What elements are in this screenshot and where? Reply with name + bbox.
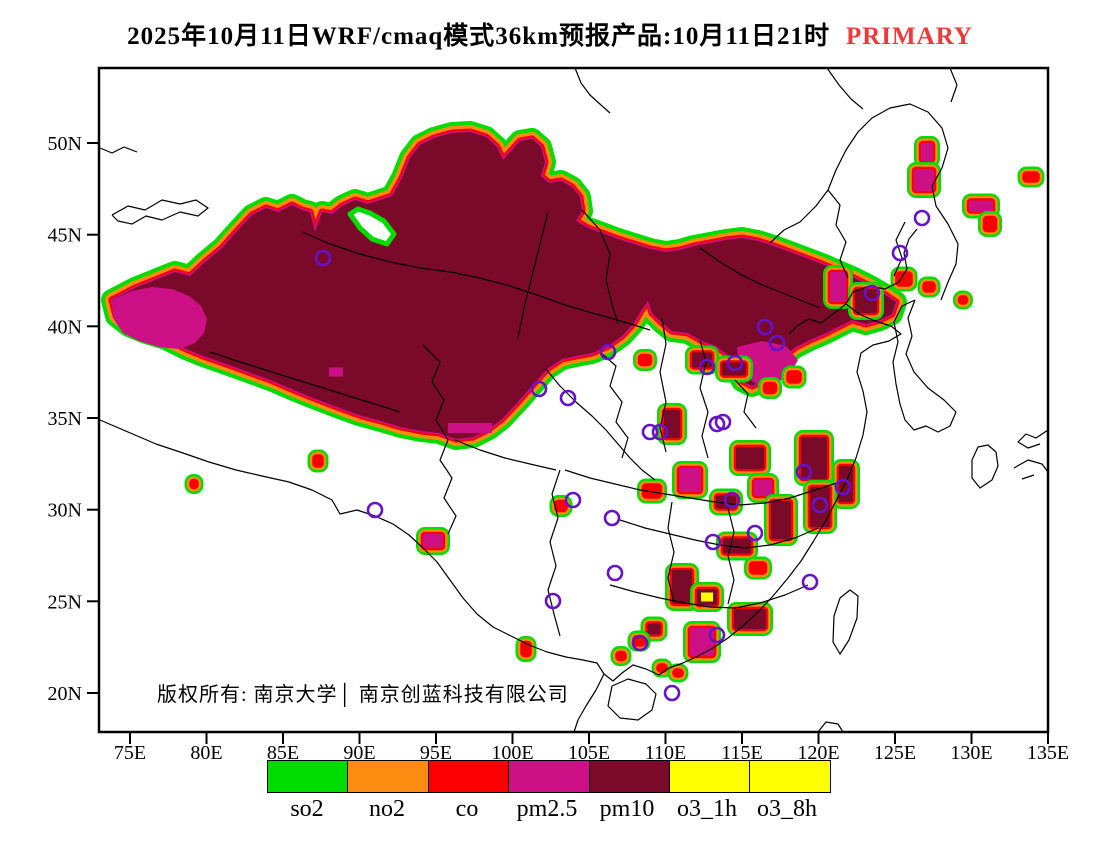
lat-tick-label: 20N	[48, 683, 82, 705]
lon-tick-label: 130E	[950, 742, 992, 764]
copyright-text: 版权所有: 南京大学│ 南京创蓝科技有限公司	[157, 684, 569, 706]
legend-swatch-o3_1h	[669, 760, 752, 793]
lat-tick-label: 40N	[48, 316, 82, 338]
legend-label-pm10: pm10	[599, 796, 655, 822]
city-marker-icon	[564, 491, 582, 509]
city-marker-icon	[663, 684, 681, 702]
city-marker-icon	[530, 380, 548, 398]
lat-tick-label: 25N	[48, 591, 82, 613]
lon-tick-label: 100E	[491, 742, 533, 764]
city-marker-icon	[314, 249, 332, 267]
lon-tick-label: 115E	[721, 742, 762, 764]
legend-swatch-o3_8h	[749, 760, 832, 793]
legend-label-o3_8h: o3_8h	[757, 796, 817, 822]
city-marker-icon	[795, 463, 813, 481]
legend-swatch-no2	[347, 760, 430, 793]
city-marker-icon	[726, 354, 744, 372]
lon-tick-label: 80E	[190, 742, 222, 764]
city-marker-icon	[768, 334, 786, 352]
lon-tick-label: 110E	[645, 742, 686, 764]
lon-tick-label: 90E	[343, 742, 375, 764]
city-marker-icon	[631, 634, 649, 652]
city-marker-icon	[708, 626, 726, 644]
city-marker-icon	[603, 509, 621, 527]
city-marker-icon	[704, 533, 722, 551]
city-marker-icon	[544, 592, 562, 610]
city-marker-icon	[863, 284, 881, 302]
city-marker-icon	[606, 564, 624, 582]
city-marker-icon	[723, 491, 741, 509]
map-frame	[97, 66, 1050, 734]
lat-tick-label: 50N	[48, 133, 82, 155]
legend-swatch-so2	[267, 760, 349, 793]
city-marker-icon	[746, 524, 764, 542]
city-marker-icon	[913, 209, 931, 227]
city-marker-icon	[714, 413, 732, 431]
legend-label-o3_1h: o3_1h	[677, 796, 737, 822]
city-marker-icon	[811, 496, 829, 514]
lon-tick-label: 75E	[114, 742, 146, 764]
legend-color-bar	[267, 760, 832, 793]
title-text: 2025年10月11日WRF/cmaq模式36km预报产品:10月11日21时	[127, 23, 830, 50]
city-marker-icon	[651, 423, 669, 441]
city-marker-icon	[559, 389, 577, 407]
lat-tick-label: 45N	[48, 225, 82, 247]
city-marker-icon	[834, 478, 852, 496]
city-marker-icon	[801, 573, 819, 591]
lon-tick-label: 135E	[1027, 742, 1069, 764]
legend-labels: so2 no2 co pm2.5 pm10 o3_1h o3_8h	[267, 796, 831, 823]
pollution-field	[101, 121, 1045, 683]
city-marker-icon	[756, 318, 774, 336]
legend-swatch-pm10	[588, 760, 671, 793]
city-marker-icon	[891, 244, 909, 262]
legend-label-so2: so2	[290, 796, 324, 822]
lat-tick-label: 30N	[48, 500, 82, 522]
city-markers	[314, 209, 931, 702]
lat-tick-label: 35N	[48, 408, 82, 430]
title-primary-tag: PRIMARY	[845, 23, 973, 50]
page-title: 2025年10月11日WRF/cmaq模式36km预报产品:10月11日21时 P…	[0, 16, 1100, 52]
city-marker-icon	[641, 423, 659, 441]
lon-tick-label: 125E	[874, 742, 916, 764]
legend-label-pm2.5: pm2.5	[516, 796, 578, 822]
lon-tick-label: 95E	[420, 742, 452, 764]
lon-tick-label: 85E	[267, 742, 299, 764]
lon-tick-label: 120E	[797, 742, 839, 764]
legend-label-no2: no2	[369, 796, 405, 822]
legend-label-co: co	[455, 796, 479, 822]
legend-swatch-co	[427, 760, 510, 793]
city-marker-icon	[698, 358, 716, 376]
pollutant-legend: so2 no2 co pm2.5 pm10 o3_1h o3_8h	[267, 760, 832, 823]
city-marker-icon	[366, 501, 384, 519]
map-boundaries	[99, 68, 1048, 732]
city-marker-icon	[599, 343, 617, 361]
lon-tick-label: 105E	[568, 742, 610, 764]
legend-swatch-pm2.5	[508, 760, 591, 793]
